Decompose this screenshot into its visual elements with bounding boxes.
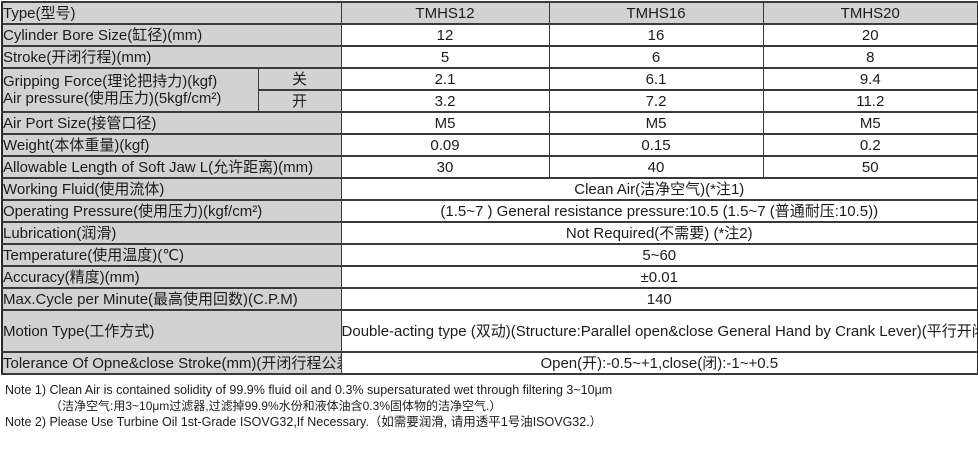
row-label-air-port: Air Port Size(接管口径): [1, 111, 342, 135]
model-header-tmhs20: TMHS20: [762, 1, 978, 25]
model-header-tmhs12: TMHS12: [340, 1, 550, 25]
cell-grip-open-tmhs16: 7.2: [548, 89, 764, 113]
cell-max-cycle: 140: [340, 287, 978, 311]
cell-weight-tmhs16: 0.15: [548, 133, 764, 157]
table-row-grip-close: Gripping Force(理论把持力)(kgf) Air pressure(…: [1, 67, 978, 113]
row-label-motion-type: Motion Type(工作方式): [1, 309, 342, 353]
cell-weight-tmhs20: 0.2: [762, 133, 978, 157]
cell-grip-close-tmhs20: 9.4: [762, 67, 978, 91]
gripping-force-label-line1: Gripping Force(理论把持力)(kgf): [3, 73, 218, 90]
cell-soft-jaw-tmhs12: 30: [340, 155, 550, 179]
cell-grip-open-tmhs20: 11.2: [762, 89, 978, 113]
cell-working-fluid: Clean Air(洁净空气)(*注1): [340, 177, 978, 201]
cell-operating-pressure: (1.5~7 ) General resistance pressure:10.…: [340, 199, 978, 223]
cell-grip-close-tmhs16: 6.1: [548, 67, 764, 91]
cell-stroke-tmhs20: 8: [762, 45, 978, 69]
row-label-stroke: Stroke(开闭行程)(mm): [1, 45, 342, 69]
cell-stroke-tmhs16: 6: [548, 45, 764, 69]
table-row-max-cycle: Max.Cycle per Minute(最高使用回数)(C.P.M) 140: [1, 287, 978, 311]
cell-soft-jaw-tmhs20: 50: [762, 155, 978, 179]
note-1-chinese: （洁净空气:用3~10μm过滤器,过滤掉99.9%水份和液体油含0.3%固体物的…: [50, 399, 502, 413]
row-label-max-cycle: Max.Cycle per Minute(最高使用回数)(C.P.M): [1, 287, 342, 311]
specification-table: Type(型号) TMHS12 TMHS16 TMHS20 Cylinder B…: [1, 1, 978, 375]
row-label-operating-pressure: Operating Pressure(使用压力)(kgf/cm²): [1, 199, 342, 223]
row-label-temperature: Temperature(使用温度)(℃): [1, 243, 342, 267]
table-row-operating-pressure: Operating Pressure(使用压力)(kgf/cm²) (1.5~7…: [1, 199, 978, 223]
note-2: Note 2) Please Use Turbine Oil 1st-Grade…: [5, 415, 603, 429]
footnotes: Note 1) Clean Air is contained solidity …: [1, 382, 978, 430]
cell-air-port-tmhs20: M5: [762, 111, 978, 135]
table-row-stroke: Stroke(开闭行程)(mm) 5 6 8: [1, 45, 978, 69]
row-label-gripping-force: Gripping Force(理论把持力)(kgf) Air pressure(…: [1, 67, 259, 113]
row-label-working-fluid: Working Fluid(使用流体): [1, 177, 342, 201]
cell-lubrication: Not Required(不需要) (*注2): [340, 221, 978, 245]
model-header-tmhs16: TMHS16: [548, 1, 764, 25]
note-1-english: Note 1) Clean Air is contained solidity …: [5, 383, 613, 397]
sub-label-open: 开: [257, 89, 342, 113]
table-row-tolerance: Tolerance Of Opne&close Stroke(mm)(开闭行程公…: [1, 351, 978, 375]
table-row-working-fluid: Working Fluid(使用流体) Clean Air(洁净空气)(*注1): [1, 177, 978, 201]
cell-stroke-tmhs12: 5: [340, 45, 550, 69]
table-row-accuracy: Accuracy(精度)(mm) ±0.01: [1, 265, 978, 289]
cell-soft-jaw-tmhs16: 40: [548, 155, 764, 179]
table-row-grip-open: 开 3.2 7.2 11.2: [2, 89, 978, 113]
row-label-bore: Cylinder Bore Size(缸径)(mm): [1, 23, 342, 47]
cell-air-port-tmhs12: M5: [340, 111, 550, 135]
table-row-weight: Weight(本体重量)(kgf) 0.09 0.15 0.2: [1, 133, 978, 157]
cell-grip-open-tmhs12: 3.2: [340, 89, 550, 113]
table-row-motion-type: Motion Type(工作方式) Double-acting type (双动…: [1, 309, 978, 353]
row-label-weight: Weight(本体重量)(kgf): [1, 133, 342, 157]
row-label-accuracy: Accuracy(精度)(mm): [1, 265, 342, 289]
table-row-lubrication: Lubrication(润滑) Not Required(不需要) (*注2): [1, 221, 978, 245]
table-row-bore: Cylinder Bore Size(缸径)(mm) 12 16 20: [1, 23, 978, 47]
gripping-force-label-line2: Air pressure(使用压力)(5kgf/cm²): [3, 90, 222, 107]
cell-temperature: 5~60: [340, 243, 978, 267]
row-label-lubrication: Lubrication(润滑): [1, 221, 342, 245]
row-label-tolerance: Tolerance Of Opne&close Stroke(mm)(开闭行程公…: [1, 351, 342, 375]
table-row-soft-jaw: Allowable Length of Soft Jaw L(允许距离)(mm)…: [1, 155, 978, 179]
table-row-temperature: Temperature(使用温度)(℃) 5~60: [1, 243, 978, 267]
table-row-air-port: Air Port Size(接管口径) M5 M5 M5: [1, 111, 978, 135]
cell-weight-tmhs12: 0.09: [340, 133, 550, 157]
cell-accuracy: ±0.01: [340, 265, 978, 289]
cell-grip-close-tmhs12: 2.1: [340, 67, 550, 91]
table-row-type: Type(型号) TMHS12 TMHS16 TMHS20: [1, 1, 978, 25]
sub-label-close: 关: [257, 67, 342, 91]
cell-tolerance: Open(开):-0.5~+1,close(闭):-1~+0.5: [340, 351, 978, 375]
cell-bore-tmhs16: 16: [548, 23, 764, 47]
row-label-soft-jaw: Allowable Length of Soft Jaw L(允许距离)(mm): [1, 155, 342, 179]
cell-motion-type: Double-acting type (双动)(Structure:Parall…: [340, 309, 978, 353]
cell-bore-tmhs12: 12: [340, 23, 550, 47]
cell-bore-tmhs20: 20: [762, 23, 978, 47]
row-label-type: Type(型号): [1, 1, 342, 25]
cell-air-port-tmhs16: M5: [548, 111, 764, 135]
